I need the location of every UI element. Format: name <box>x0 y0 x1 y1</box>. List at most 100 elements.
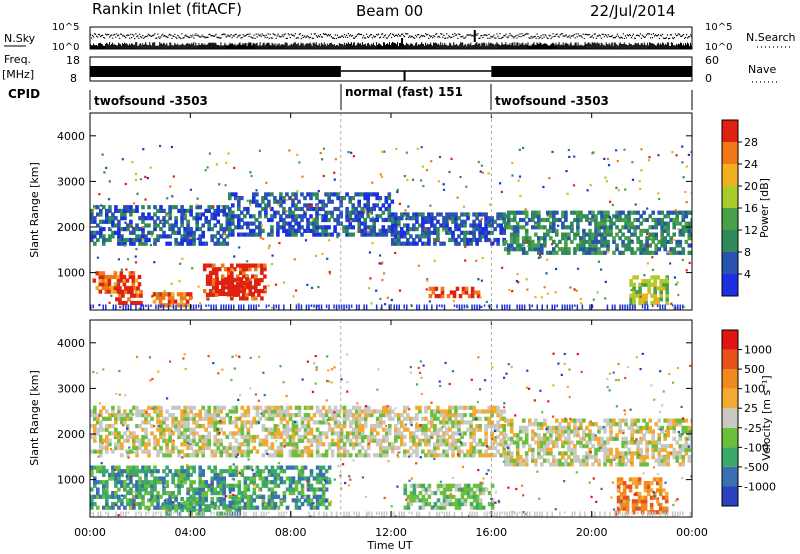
noise-point <box>408 36 410 38</box>
data-cell <box>237 416 242 421</box>
data-cell <box>690 232 692 237</box>
noise-point <box>209 33 211 36</box>
data-cell <box>351 203 355 208</box>
data-cell <box>98 282 103 287</box>
noise-bar <box>298 45 300 49</box>
data-cell <box>612 214 616 219</box>
noise-bar <box>535 45 537 49</box>
data-cell <box>475 442 479 447</box>
data-cell <box>472 453 476 458</box>
data-cell <box>690 236 692 241</box>
noise-point <box>232 35 234 37</box>
noise-point <box>139 33 141 35</box>
noise-bar <box>494 45 496 49</box>
data-cell <box>117 434 121 440</box>
data-cell <box>110 289 115 294</box>
data-cell <box>546 210 550 215</box>
data-cell <box>357 221 361 226</box>
data-cell <box>342 449 347 454</box>
noise-point <box>271 37 273 39</box>
noise-bar <box>154 42 156 49</box>
data-cell <box>570 447 574 452</box>
noise-point <box>141 37 143 39</box>
data-cell <box>246 442 251 447</box>
data-cell <box>240 442 245 447</box>
data-cell <box>518 455 523 460</box>
noise-point <box>383 36 385 38</box>
data-cell <box>225 219 230 224</box>
data-cell <box>567 247 571 252</box>
data-cell <box>243 453 248 458</box>
data-cell <box>228 442 233 447</box>
data-cell <box>300 434 305 440</box>
data-cell <box>351 442 356 447</box>
data-cell <box>333 171 336 174</box>
data-cell <box>172 304 175 310</box>
noise-bar <box>120 44 122 49</box>
data-cell <box>597 444 601 449</box>
data-cell <box>385 409 389 414</box>
noise-bar <box>321 43 323 49</box>
noise-point <box>556 33 558 35</box>
data-cell <box>351 413 356 418</box>
noise-bar <box>534 44 536 49</box>
noise-bar <box>197 45 199 49</box>
noise-point <box>634 37 636 40</box>
data-cell <box>690 243 692 248</box>
data-cell <box>640 148 643 151</box>
data-cell <box>506 422 511 427</box>
data-cell <box>336 221 340 226</box>
data-cell <box>246 225 250 230</box>
noise-point <box>317 35 319 37</box>
data-cell <box>162 416 166 421</box>
data-cell <box>372 427 377 432</box>
data-cell <box>552 250 556 255</box>
data-cell <box>120 238 124 241</box>
noise-bar <box>519 43 521 49</box>
data-cell <box>481 227 485 232</box>
data-cell <box>437 294 442 299</box>
data-cell <box>666 210 670 215</box>
data-cell <box>198 409 202 414</box>
data-cell <box>403 175 406 178</box>
data-cell <box>428 294 433 299</box>
data-cell <box>375 453 380 458</box>
data-cell <box>283 304 285 310</box>
data-cell <box>388 424 392 429</box>
noise-point <box>595 37 597 39</box>
data-cell <box>208 274 213 279</box>
noise-bar <box>495 43 497 49</box>
data-cell <box>422 232 425 235</box>
data-cell <box>509 210 514 215</box>
data-cell <box>409 416 413 421</box>
data-cell <box>157 293 161 296</box>
data-cell <box>397 427 401 432</box>
data-cell <box>218 183 221 186</box>
data-cell <box>138 227 142 232</box>
data-cell <box>122 304 125 310</box>
data-cell <box>351 196 355 201</box>
data-cell <box>477 278 480 281</box>
data-cell <box>183 434 187 440</box>
data-cell <box>177 424 181 429</box>
data-cell <box>189 208 193 213</box>
data-cell <box>566 192 569 195</box>
data-cell <box>131 161 134 164</box>
data-cell <box>105 166 108 169</box>
noise-bar <box>353 42 355 49</box>
data-cell <box>312 232 316 237</box>
noise-point <box>515 34 517 37</box>
data-cell <box>564 440 568 445</box>
data-cell <box>198 234 202 239</box>
noise-bar <box>300 42 302 49</box>
data-cell <box>240 232 244 237</box>
data-cell <box>490 216 494 221</box>
data-cell <box>297 453 302 458</box>
noise-bar <box>309 42 311 49</box>
data-cell <box>638 297 642 302</box>
data-cell <box>321 413 326 418</box>
data-cell <box>398 289 402 292</box>
data-cell <box>129 241 133 246</box>
data-cell <box>93 219 97 224</box>
noise-right-tick-bottom: 10^0 <box>705 42 732 53</box>
